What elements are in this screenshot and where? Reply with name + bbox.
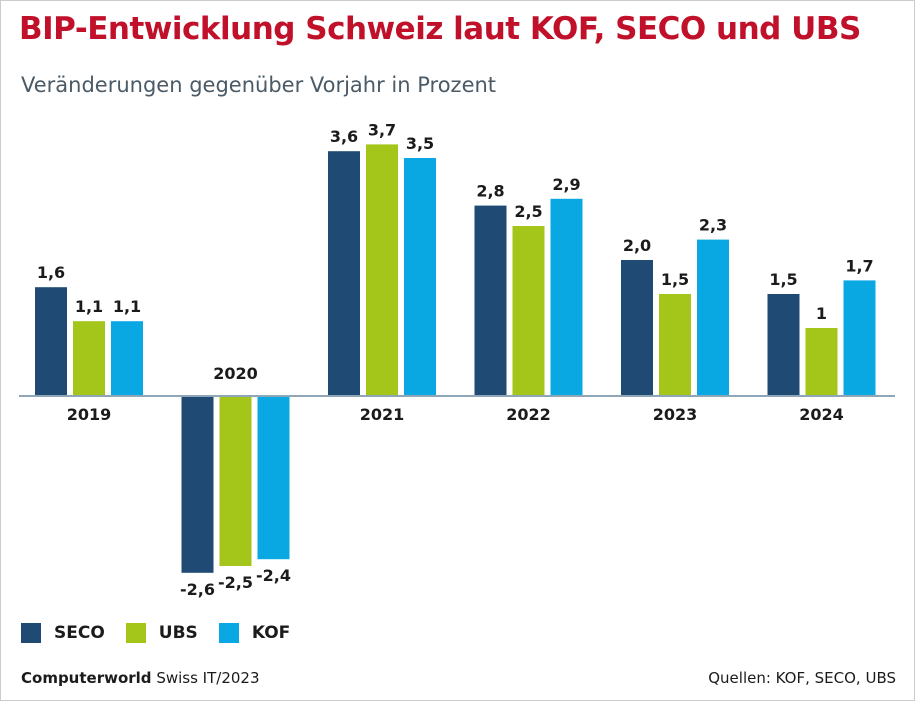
category-label-2024: 2024 [799,405,844,424]
category-label-2022: 2022 [506,405,551,424]
category-label-2020: 2020 [213,364,258,383]
category-label-2023: 2023 [653,405,698,424]
bar-ubs-2021 [366,144,398,396]
bar-ubs-2019 [73,321,105,396]
category-label-2019: 2019 [67,405,112,424]
bar-ubs-2020 [219,396,252,566]
legend-label-ubs: UBS [158,623,198,643]
data-label-seco-2022: 2,8 [476,182,504,201]
data-label-seco-2019: 1,6 [37,263,65,282]
data-label-ubs-2020: -2,5 [218,573,253,592]
data-label-kof-2021: 3,5 [406,134,434,153]
bar-kof-2020 [257,396,290,560]
footer-brand: Computerworld [21,669,152,687]
data-label-kof-2019: 1,1 [113,297,141,316]
bar-ubs-2022 [512,226,545,396]
data-label-kof-2023: 2,3 [699,216,727,235]
bar-seco-2023 [621,260,653,396]
bar-ubs-2023 [659,294,691,396]
bar-kof-2019 [111,321,143,396]
data-label-kof-2020: -2,4 [256,566,291,585]
legend-swatch-kof [218,623,239,643]
legend-item-kof: KOF [218,623,291,643]
legend-item-seco: SECO [21,623,105,643]
legend-label-kof: KOF [251,623,291,643]
legend: SECO UBS KOF [21,623,311,643]
data-label-ubs-2019: 1,1 [75,297,103,316]
chart-subtitle: Veränderungen gegenüber Vorjahr in Proze… [21,73,497,97]
data-label-ubs-2023: 1,5 [661,270,689,289]
bar-kof-2023 [697,239,729,396]
data-label-kof-2022: 2,9 [552,175,580,194]
bar-kof-2021 [404,158,436,396]
bar-ubs-2024 [805,328,838,396]
category-label-2021: 2021 [360,405,405,424]
bar-seco-2021 [328,151,360,396]
data-label-ubs-2021: 3,7 [368,120,396,139]
bar-seco-2024 [767,294,800,396]
data-label-seco-2024: 1,5 [769,270,797,289]
legend-swatch-seco [21,623,41,643]
data-label-seco-2020: -2,6 [180,580,215,599]
data-label-ubs-2024: 1 [816,304,827,323]
legend-item-ubs: UBS [125,623,198,643]
chart-title: BIP-Entwicklung Schweiz laut KOF, SECO u… [19,11,861,47]
footer-edition: Swiss IT/2023 [156,669,260,687]
data-label-ubs-2022: 2,5 [514,202,542,221]
data-label-seco-2023: 2,0 [623,236,651,255]
legend-label-seco: SECO [54,623,105,643]
data-label-seco-2021: 3,6 [330,127,358,146]
bar-kof-2024 [843,280,876,396]
data-label-kof-2024: 1,7 [845,256,873,275]
bar-kof-2022 [550,198,583,396]
bar-seco-2022 [474,205,507,396]
bar-seco-2020 [181,396,214,573]
footer-credit: Computerworld Swiss IT/2023 [21,669,260,687]
bar-seco-2019 [35,287,67,396]
footer-sources: Quellen: KOF, SECO, UBS [708,669,896,687]
legend-swatch-ubs [125,623,146,643]
